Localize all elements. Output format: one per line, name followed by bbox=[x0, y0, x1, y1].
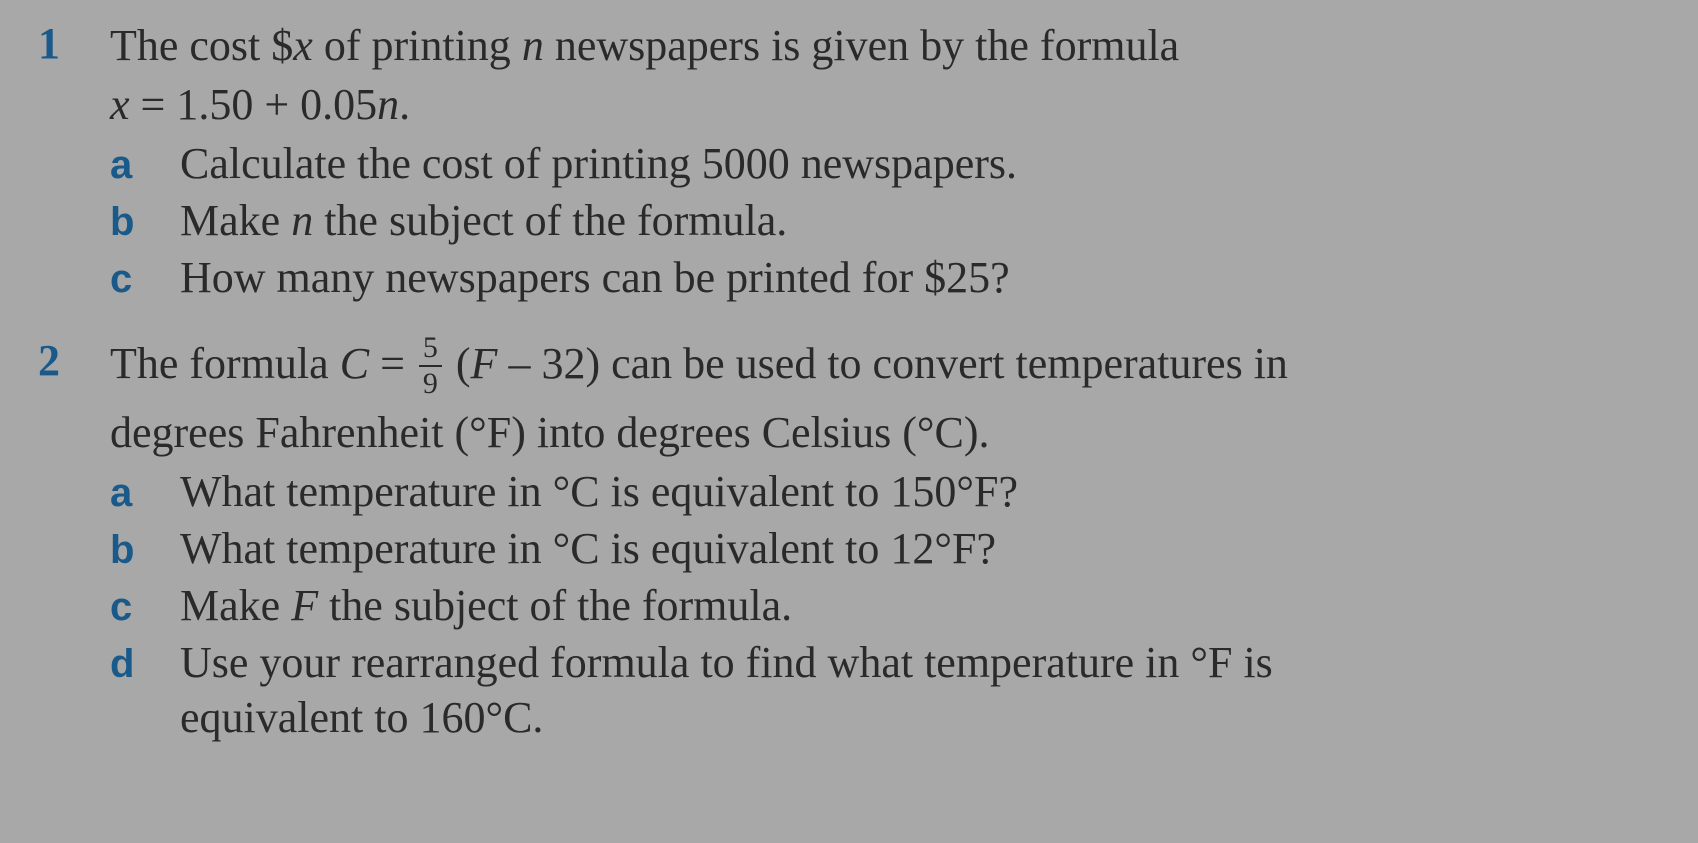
sub-question-d: d Use your rearranged formula to find wh… bbox=[110, 635, 1668, 745]
sub-question-c: c How many newspapers can be printed for… bbox=[110, 250, 1668, 305]
sub-question-b: b What temperature in °C is equivalent t… bbox=[110, 521, 1668, 576]
sub-text: What temperature in °C is equivalent to … bbox=[180, 521, 1668, 576]
sub-text: Use your rearranged formula to find what… bbox=[180, 635, 1668, 745]
sub-text: How many newspapers can be printed for $… bbox=[180, 250, 1668, 305]
intro-text: The formula bbox=[110, 339, 340, 388]
question-body: The cost $x of printing n newspapers is … bbox=[110, 18, 1668, 307]
sub-text: Make F the subject of the formula. bbox=[180, 578, 1668, 633]
sub-label: d bbox=[110, 635, 180, 745]
fraction-denominator: 9 bbox=[419, 367, 442, 399]
sub-label: c bbox=[110, 250, 180, 305]
sub-label: a bbox=[110, 136, 180, 191]
variable-c: C bbox=[340, 339, 369, 388]
variable-x: x bbox=[293, 21, 313, 70]
text-line: equivalent to 160°C. bbox=[180, 693, 543, 742]
variable-x: x bbox=[110, 80, 130, 129]
question-intro: The formula C = 59 (F – 32) can be used … bbox=[110, 335, 1668, 401]
intro-text: = bbox=[369, 339, 416, 388]
sub-question-a: a What temperature in °C is equivalent t… bbox=[110, 464, 1668, 519]
intro-text: newspapers is given by the formula bbox=[544, 21, 1179, 70]
question-formula: x = 1.50 + 0.05n. bbox=[110, 77, 1668, 132]
intro-text: The cost $ bbox=[110, 21, 293, 70]
variable-n: n bbox=[522, 21, 544, 70]
variable-f: F bbox=[471, 339, 498, 388]
question-number: 1 bbox=[30, 18, 110, 307]
fraction: 59 bbox=[419, 333, 442, 399]
question-body: The formula C = 59 (F – 32) can be used … bbox=[110, 335, 1668, 747]
sub-label: b bbox=[110, 521, 180, 576]
text-part: the subject of the formula. bbox=[313, 196, 787, 245]
formula-text: . bbox=[399, 80, 410, 129]
text-part: Make bbox=[180, 581, 291, 630]
text-part: the subject of the formula. bbox=[318, 581, 792, 630]
question-number: 2 bbox=[30, 335, 110, 747]
sub-question-list: a What temperature in °C is equivalent t… bbox=[110, 464, 1668, 745]
sub-text: Make n the subject of the formula. bbox=[180, 193, 1668, 248]
question-2: 2 The formula C = 59 (F – 32) can be use… bbox=[30, 335, 1668, 747]
fraction-numerator: 5 bbox=[419, 333, 442, 367]
question-1: 1 The cost $x of printing n newspapers i… bbox=[30, 18, 1668, 307]
sub-question-c: c Make F the subject of the formula. bbox=[110, 578, 1668, 633]
sub-label: a bbox=[110, 464, 180, 519]
sub-label: c bbox=[110, 578, 180, 633]
sub-text: What temperature in °C is equivalent to … bbox=[180, 464, 1668, 519]
question-intro: The cost $x of printing n newspapers is … bbox=[110, 18, 1668, 73]
text-part: Make bbox=[180, 196, 291, 245]
sub-question-list: a Calculate the cost of printing 5000 ne… bbox=[110, 136, 1668, 305]
intro-text: of printing bbox=[313, 21, 522, 70]
variable-n: n bbox=[291, 196, 313, 245]
sub-label: b bbox=[110, 193, 180, 248]
intro-text: ( bbox=[445, 339, 471, 388]
variable-f: F bbox=[291, 581, 318, 630]
variable-n: n bbox=[377, 80, 399, 129]
intro-text: – 32) can be used to convert temperature… bbox=[497, 339, 1288, 388]
question-intro-line2: degrees Fahrenheit (°F) into degrees Cel… bbox=[110, 405, 1668, 460]
formula-text: = 1.50 + 0.05 bbox=[130, 80, 378, 129]
sub-question-b: b Make n the subject of the formula. bbox=[110, 193, 1668, 248]
sub-question-a: a Calculate the cost of printing 5000 ne… bbox=[110, 136, 1668, 191]
text-line: Use your rearranged formula to find what… bbox=[180, 638, 1273, 687]
sub-text: Calculate the cost of printing 5000 news… bbox=[180, 136, 1668, 191]
